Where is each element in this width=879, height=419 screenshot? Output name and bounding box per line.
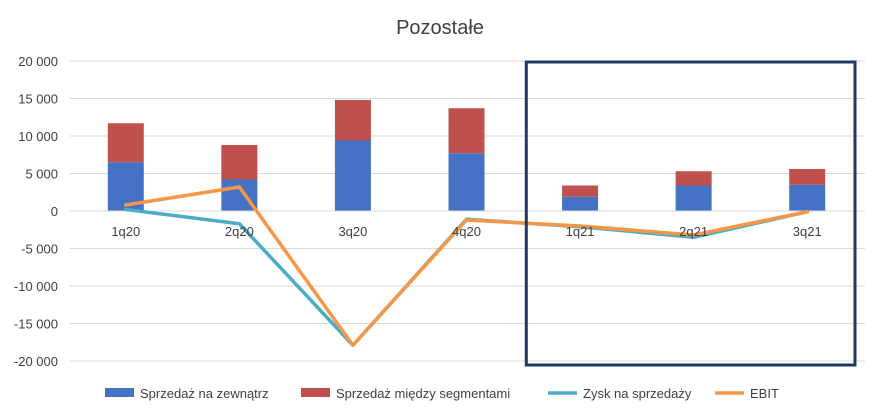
y-tick-label: -10 000 bbox=[14, 279, 58, 294]
legend-swatch bbox=[105, 388, 134, 397]
legend: Sprzedaż na zewnątrz Sprzedaż między segm… bbox=[105, 386, 779, 401]
bar-sprzedaz-na-zewnatrz bbox=[562, 196, 599, 211]
line-ebit bbox=[124, 185, 809, 347]
y-tick-label: 10 000 bbox=[18, 129, 58, 144]
chart-title: Pozostałe bbox=[396, 17, 484, 39]
bars bbox=[107, 100, 826, 211]
series-lines bbox=[124, 185, 809, 347]
bar-sprzedaz-miedzy-segmentami bbox=[789, 169, 826, 185]
x-tick-label: 2q20 bbox=[225, 224, 254, 239]
legend-label: Sprzedaż między segmentami bbox=[336, 386, 510, 401]
x-tick-label: 3q21 bbox=[793, 224, 822, 239]
x-tick-label: 1q21 bbox=[566, 224, 595, 239]
y-tick-label: 20 000 bbox=[18, 54, 58, 69]
y-tick-label: 15 000 bbox=[18, 92, 58, 107]
x-tick-label: 1q20 bbox=[111, 224, 140, 239]
highlight-box bbox=[524, 60, 857, 367]
bar-sprzedaz-na-zewnatrz bbox=[334, 140, 371, 211]
legend-label: EBIT bbox=[750, 386, 779, 401]
legend-label: Zysk na sprzedaży bbox=[583, 386, 692, 401]
bar-sprzedaz-miedzy-segmentami bbox=[562, 185, 599, 197]
x-tick-label: 4q20 bbox=[452, 224, 481, 239]
bar-sprzedaz-na-zewnatrz bbox=[448, 153, 485, 211]
legend-label: Sprzedaż na zewnątrz bbox=[140, 386, 269, 401]
bar-sprzedaz-miedzy-segmentami bbox=[221, 145, 258, 180]
x-tick-label: 2q21 bbox=[679, 224, 708, 239]
y-tick-label: 0 bbox=[51, 204, 58, 219]
x-axis-ticks: 1q20 2q20 3q20 4q20 1q21 2q21 3q21 bbox=[111, 224, 821, 239]
y-tick-label: -15 000 bbox=[14, 317, 58, 332]
legend-swatch bbox=[301, 388, 330, 397]
y-tick-label: -20 000 bbox=[14, 354, 58, 369]
x-tick-label: 3q20 bbox=[338, 224, 367, 239]
bar-sprzedaz-na-zewnatrz bbox=[675, 185, 712, 211]
y-tick-label: 5 000 bbox=[25, 167, 58, 182]
bar-sprzedaz-miedzy-segmentami bbox=[334, 100, 371, 141]
y-tick-label: -5 000 bbox=[21, 242, 58, 257]
bar-sprzedaz-na-zewnatrz bbox=[789, 184, 826, 211]
bar-sprzedaz-miedzy-segmentami bbox=[675, 171, 712, 186]
bar-sprzedaz-miedzy-segmentami bbox=[448, 108, 485, 154]
bar-sprzedaz-miedzy-segmentami bbox=[107, 123, 144, 163]
y-axis-ticks: 20 000 15 000 10 000 5 000 0 -5 000 -10 000 -15… bbox=[14, 54, 58, 369]
